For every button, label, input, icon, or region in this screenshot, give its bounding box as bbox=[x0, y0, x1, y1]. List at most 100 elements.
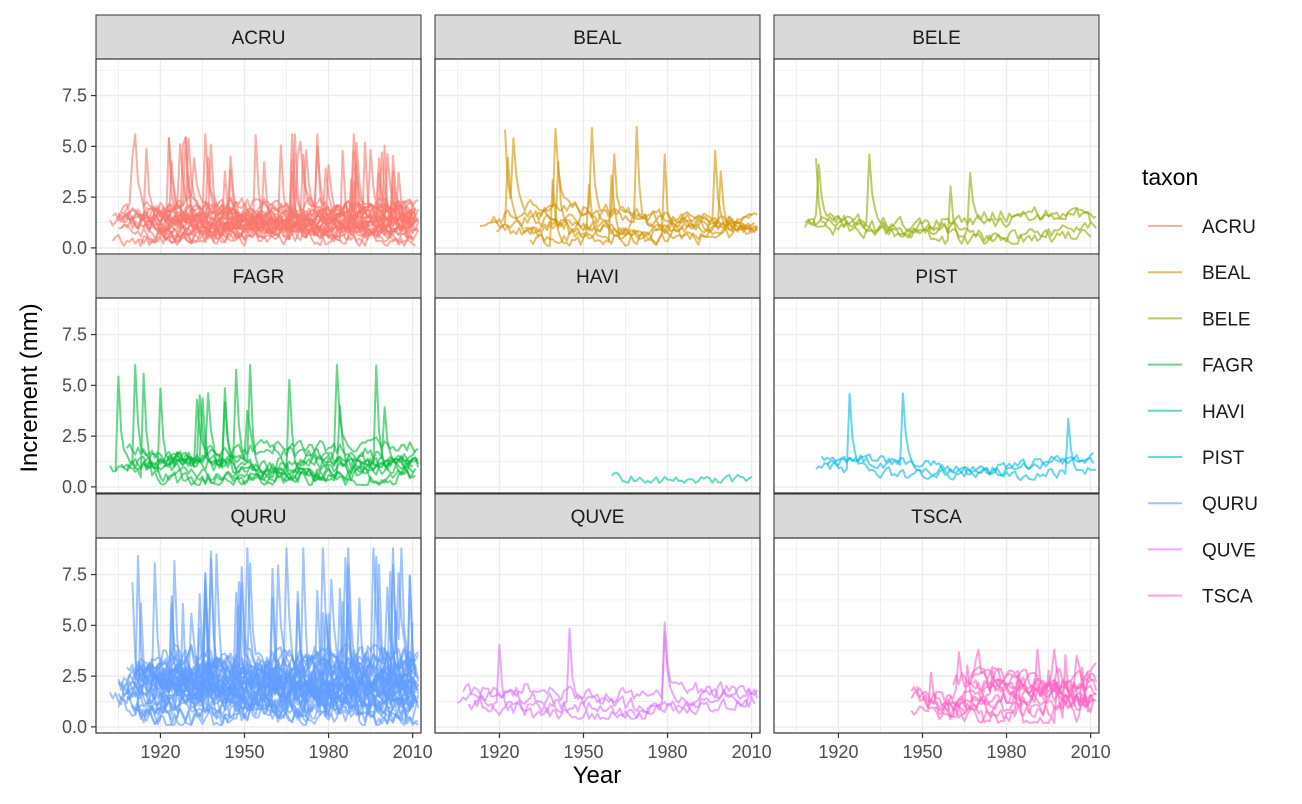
legend-label: BELE bbox=[1202, 309, 1251, 330]
grid bbox=[435, 538, 760, 733]
panel-border bbox=[773, 537, 1100, 734]
y-tick-label: 5.0 bbox=[62, 615, 87, 635]
panel-background bbox=[435, 538, 760, 733]
legend: taxon ACRU BEAL BELE FAGR HAVI PIST QURU QUVE TS… bbox=[1142, 164, 1258, 608]
legend-item-tsca: TSCA bbox=[1148, 587, 1253, 608]
legend-title: taxon bbox=[1142, 164, 1198, 190]
x-tick-label: 1950 bbox=[224, 742, 264, 762]
facet-bele: BELE bbox=[773, 14, 1100, 255]
x-tick-label: 1980 bbox=[987, 742, 1027, 762]
panel-border bbox=[773, 297, 1100, 494]
facet-quru: QURU bbox=[95, 493, 422, 734]
facet-strip-label: QUVE bbox=[571, 507, 625, 528]
facet-quve: QUVE bbox=[434, 493, 761, 734]
x-tick-label: 1980 bbox=[648, 742, 688, 762]
legend-item-havi: HAVI bbox=[1148, 402, 1245, 423]
facet-beal: BEAL bbox=[434, 14, 761, 255]
series-acru bbox=[109, 133, 420, 247]
y-axis: 0.0 2.5 5.0 7.5 0.0 2.5 5.0 7.5 0.0 2.5 5.0 7.5 bbox=[62, 86, 96, 737]
series-line bbox=[128, 197, 416, 234]
legend-label: QUVE bbox=[1202, 540, 1256, 561]
series-line bbox=[501, 209, 758, 236]
x-axis: 1920 1950 1980 2010 1920 1950 1980 2010 1920 1950… bbox=[140, 733, 1111, 762]
series-line bbox=[170, 398, 419, 468]
x-tick-label: 2010 bbox=[393, 742, 433, 762]
facet-strip-label: BEAL bbox=[573, 28, 622, 49]
facet-strip bbox=[95, 253, 422, 299]
series-line bbox=[972, 669, 1097, 714]
series-line bbox=[932, 648, 1095, 721]
x-tick-label: 2010 bbox=[732, 742, 772, 762]
series-line bbox=[114, 375, 420, 486]
x-axis-title: Year bbox=[573, 762, 622, 789]
series-line bbox=[160, 134, 419, 245]
series-line bbox=[145, 451, 420, 486]
panel-border bbox=[434, 537, 761, 734]
facet-strip-label: BELE bbox=[912, 28, 961, 49]
series-line bbox=[117, 168, 417, 236]
legend-item-quru: QURU bbox=[1148, 494, 1258, 515]
series-line bbox=[467, 621, 753, 717]
y-axis-title: Increment (mm) bbox=[16, 303, 43, 472]
y-tick-label: 7.5 bbox=[62, 86, 87, 106]
series-line bbox=[118, 208, 413, 244]
y-tick-label: 5.0 bbox=[62, 375, 87, 395]
facet-panels: ACRU BEAL BELE FAGR HAVI PIST QURU QUVE TSCA bbox=[95, 14, 1100, 734]
y-tick-label: 7.5 bbox=[62, 565, 87, 585]
facet-strip-label: PIST bbox=[915, 267, 958, 288]
x-tick-label: 1950 bbox=[563, 742, 603, 762]
legend-item-beal: BEAL bbox=[1148, 263, 1251, 284]
series-line bbox=[804, 185, 1092, 245]
legend-label: PIST bbox=[1202, 448, 1245, 469]
series-tsca bbox=[910, 648, 1098, 724]
legend-label: TSCA bbox=[1202, 587, 1253, 608]
panel-border bbox=[95, 537, 422, 734]
series-line bbox=[820, 392, 1095, 479]
legend-item-bele: BELE bbox=[1148, 309, 1251, 330]
y-tick-label: 2.5 bbox=[62, 666, 87, 686]
facet-strip bbox=[95, 493, 422, 539]
series-bele bbox=[803, 153, 1097, 245]
y-tick-label: 7.5 bbox=[62, 325, 87, 345]
facet-strip-label: QURU bbox=[231, 507, 287, 528]
series-fagr bbox=[109, 364, 420, 486]
grid bbox=[435, 298, 760, 493]
facet-strip bbox=[773, 253, 1100, 299]
legend-label: BEAL bbox=[1202, 263, 1251, 284]
x-tick-label: 1920 bbox=[479, 742, 519, 762]
series-line bbox=[504, 127, 753, 233]
facet-strip bbox=[434, 14, 761, 60]
facet-tsca: TSCA bbox=[773, 493, 1100, 734]
facet-strip bbox=[434, 493, 761, 539]
y-tick-label: 2.5 bbox=[62, 426, 87, 446]
series-line bbox=[815, 417, 1097, 482]
series-line bbox=[462, 627, 759, 720]
facet-strip bbox=[773, 14, 1100, 60]
series-pist bbox=[815, 392, 1097, 482]
panel-background bbox=[435, 298, 760, 493]
panel-border bbox=[95, 297, 422, 494]
facet-strip-label: ACRU bbox=[232, 28, 286, 49]
x-tick-label: 2010 bbox=[1071, 742, 1111, 762]
facet-strip-label: FAGR bbox=[233, 267, 285, 288]
legend-label: FAGR bbox=[1202, 356, 1254, 377]
facet-strip-label: HAVI bbox=[576, 267, 619, 288]
y-tick-label: 0.0 bbox=[62, 477, 87, 497]
legend-item-acru: ACRU bbox=[1148, 217, 1256, 238]
series-line bbox=[815, 158, 1097, 240]
facet-pist: PIST bbox=[773, 253, 1100, 494]
facet-acru: ACRU bbox=[95, 14, 422, 255]
series-quve bbox=[456, 621, 759, 720]
series-line bbox=[154, 547, 414, 699]
x-tick-label: 1980 bbox=[309, 742, 349, 762]
series-beal bbox=[479, 125, 759, 247]
facet-fagr: FAGR bbox=[95, 253, 422, 494]
series-line bbox=[495, 170, 759, 236]
series-line bbox=[610, 471, 753, 484]
legend-item-pist: PIST bbox=[1148, 448, 1245, 469]
facet-strip-label: TSCA bbox=[911, 507, 962, 528]
panel-border bbox=[434, 297, 761, 494]
legend-label: QURU bbox=[1202, 494, 1258, 515]
series-line bbox=[944, 654, 1092, 724]
